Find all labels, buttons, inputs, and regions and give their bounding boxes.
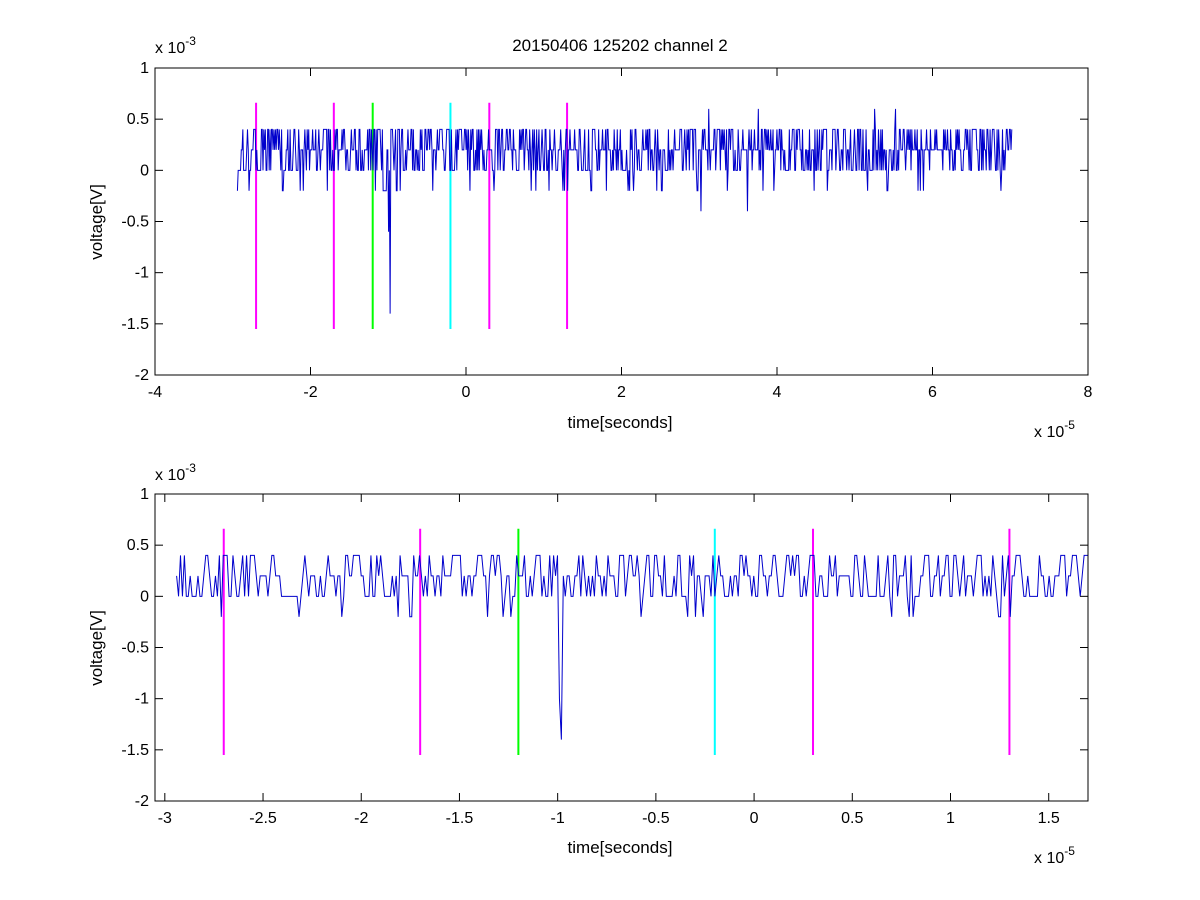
subplot-2-y-exponent-power: -3 — [185, 461, 196, 475]
y-tick-label: 0 — [140, 162, 149, 179]
x-tick-label: -1 — [551, 810, 565, 827]
x-tick-label: 8 — [1084, 384, 1093, 401]
y-tick-label: 1 — [140, 60, 149, 77]
x-tick-label: -4 — [148, 384, 162, 401]
x-tick-label: 0 — [462, 384, 471, 401]
x-tick-label: -0.5 — [642, 810, 670, 827]
subplot-1-xlabel: time[seconds] — [568, 413, 673, 432]
y-tick-label: -0.5 — [121, 640, 149, 657]
figure-title: 20150406 125202 channel 2 — [512, 36, 728, 55]
y-tick-label: -1.5 — [121, 742, 149, 759]
subplot-1-x-exponent-power: -5 — [1064, 418, 1075, 432]
subplot-2-y-exponent-base: x 10 — [155, 467, 185, 484]
subplot-2-x-exponent-base: x 10 — [1034, 850, 1064, 867]
x-tick-label: 2 — [617, 384, 626, 401]
subplot-2-xlabel: time[seconds] — [568, 838, 673, 857]
x-tick-label: -3 — [158, 810, 172, 827]
y-tick-label: -2 — [135, 793, 149, 810]
x-tick-label: -2 — [303, 384, 317, 401]
x-tick-label: 0 — [750, 810, 759, 827]
voltage-trace — [236, 108, 1013, 314]
y-tick-label: 0.5 — [127, 111, 149, 128]
subplot-1-y-exponent-base: x 10 — [155, 40, 185, 57]
x-tick-label: -1.5 — [446, 810, 474, 827]
x-tick-label: 1.5 — [1038, 810, 1060, 827]
subplot-1-y-exponent-power: -3 — [185, 34, 196, 48]
x-tick-label: 4 — [773, 384, 782, 401]
y-tick-label: 0.5 — [127, 537, 149, 554]
subplot-1-ylabel: voltage[V] — [87, 184, 106, 260]
y-tick-label: 1 — [140, 486, 149, 503]
x-tick-label: 0.5 — [841, 810, 863, 827]
y-tick-label: -2 — [135, 367, 149, 384]
y-tick-label: -1 — [135, 691, 149, 708]
x-tick-label: -2.5 — [249, 810, 277, 827]
subplot-2-ylabel: voltage[V] — [87, 610, 106, 686]
y-tick-label: -0.5 — [121, 214, 149, 231]
subplot-2-axes: -3 -2.5 -2 -1.5 -1 -0.5 0 0.5 1 1.5 -2 -1.5 -1 -0.5 0 0… — [121, 486, 1089, 827]
subplot-1-plot-area — [155, 68, 1088, 375]
subplot-1-axes: -4 -2 0 2 4 6 8-2-1.5-1-0.500.51 — [121, 60, 1092, 401]
subplot-2-vlines — [222, 528, 1011, 755]
voltage-trace — [176, 554, 1088, 740]
subplot-2-y-exponent: x 10-3 — [155, 461, 196, 484]
subplot-2-x-exponent: x 10-5 — [1034, 844, 1075, 867]
subplot-1-x-exponent-base: x 10 — [1034, 424, 1064, 441]
x-tick-label: 1 — [946, 810, 955, 827]
subplot-1: -4 -2 0 2 4 6 8-2-1.5-1-0.500.51 time[seconds]… — [87, 34, 1093, 441]
subplot-2-x-exponent-power: -5 — [1064, 844, 1075, 858]
x-tick-label: 6 — [928, 384, 937, 401]
y-tick-label: -1 — [135, 265, 149, 282]
subplot-1-y-exponent: x 10-3 — [155, 34, 196, 57]
y-tick-label: -1.5 — [121, 316, 149, 333]
subplot-1-x-exponent: x 10-5 — [1034, 418, 1075, 441]
subplot-2: -3 -2.5 -2 -1.5 -1 -0.5 0 0.5 1 1.5 -2 -1.5 -1 -0.5 0 0… — [87, 461, 1089, 867]
x-tick-label: -2 — [354, 810, 368, 827]
subplot-1-series — [236, 108, 1013, 314]
subplot-2-series — [176, 554, 1088, 740]
y-tick-label: 0 — [140, 588, 149, 605]
subplot-2-plot-area — [155, 494, 1088, 801]
